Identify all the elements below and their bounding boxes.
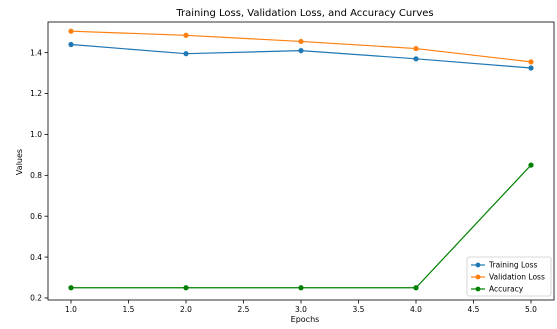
legend-label-validation-loss: Validation Loss (489, 273, 545, 282)
accuracy-point (298, 285, 304, 291)
validation-loss-point (68, 28, 74, 34)
x-axis-label: Epochs (291, 315, 320, 324)
validation-loss-point (413, 45, 419, 52)
x-tick-label: 3.0 (295, 305, 307, 314)
training-loss-point (298, 48, 304, 54)
x-tick-label: 2.5 (238, 305, 250, 314)
legend-box (466, 256, 552, 297)
x-tick-label: 3.5 (353, 305, 365, 314)
accuracy-point (528, 162, 534, 168)
training-loss-point (528, 65, 534, 71)
x-tick-label: 1.5 (123, 305, 135, 314)
validation-loss-point (528, 59, 534, 65)
legend-marker-validation-loss (475, 274, 481, 280)
chart-title: Training Loss, Validation Loss, and Accu… (175, 8, 433, 19)
y-tick-label: 1.2 (30, 89, 42, 98)
y-tick-label: 1.4 (30, 48, 42, 57)
y-tick-label: 0.6 (30, 212, 42, 221)
validation-loss-point (183, 32, 189, 38)
x-tick-label: 4.0 (410, 305, 422, 314)
legend-marker-accuracy (475, 286, 481, 292)
training-loss-point (68, 41, 74, 48)
legend-label-accuracy: Accuracy (489, 285, 524, 294)
y-axis-label: Values (15, 149, 24, 175)
legend-marker-training-loss (475, 262, 481, 268)
x-tick-label: 1.0 (65, 305, 77, 314)
plot-area: 1.0 1.5 2.0 2.5 3.0 3.5 4.0 4.5 5.0 0.2 0.4 0.6 0.8 1… (30, 21, 555, 314)
accuracy-point (413, 285, 419, 291)
training-loss-point (413, 56, 419, 62)
legend-label-training-loss: Training Loss (488, 261, 538, 270)
y-tick-label: 0.8 (30, 171, 42, 180)
accuracy-point (68, 285, 74, 291)
x-tick-label: 2.0 (180, 305, 192, 314)
training-loss-point (183, 51, 189, 57)
validation-loss-line (70, 30, 532, 63)
x-tick-label: 4.5 (468, 305, 480, 314)
x-tick-label: 5.0 (525, 305, 537, 314)
y-tick-label: 0.2 (30, 294, 42, 303)
accuracy-point (183, 285, 189, 291)
y-tick-label: 1.0 (30, 130, 42, 139)
validation-loss-point (298, 38, 304, 45)
accuracy-line (71, 164, 532, 289)
y-tick-label: 0.4 (30, 253, 42, 262)
training-loss-line (70, 43, 532, 69)
